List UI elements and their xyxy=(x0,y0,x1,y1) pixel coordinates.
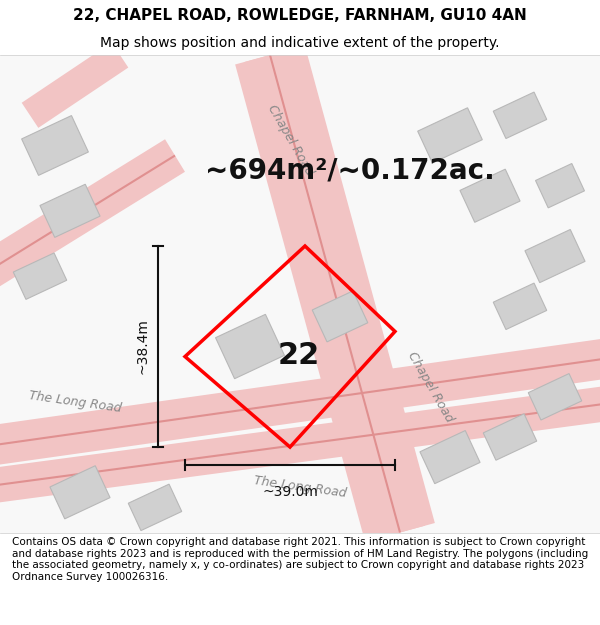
Polygon shape xyxy=(245,48,425,539)
Polygon shape xyxy=(493,92,547,139)
Polygon shape xyxy=(215,314,284,379)
Text: Map shows position and indicative extent of the property.: Map shows position and indicative extent… xyxy=(100,36,500,50)
Polygon shape xyxy=(536,164,584,208)
Polygon shape xyxy=(50,466,110,519)
Text: ~694m²/~0.172ac.: ~694m²/~0.172ac. xyxy=(205,157,495,184)
Text: ~38.4m: ~38.4m xyxy=(136,319,150,374)
Text: Chapel Road: Chapel Road xyxy=(265,103,316,178)
Polygon shape xyxy=(128,484,182,531)
Polygon shape xyxy=(525,229,585,282)
Polygon shape xyxy=(460,169,520,222)
Polygon shape xyxy=(22,42,128,128)
Text: 22, CHAPEL ROAD, ROWLEDGE, FARNHAM, GU10 4AN: 22, CHAPEL ROAD, ROWLEDGE, FARNHAM, GU10… xyxy=(73,8,527,23)
Polygon shape xyxy=(0,384,600,505)
Polygon shape xyxy=(40,184,100,238)
Polygon shape xyxy=(312,291,368,342)
Polygon shape xyxy=(0,139,185,292)
Text: ~39.0m: ~39.0m xyxy=(262,485,318,499)
Polygon shape xyxy=(420,431,480,484)
Polygon shape xyxy=(22,116,88,176)
Text: The Long Road: The Long Road xyxy=(253,474,347,500)
Polygon shape xyxy=(493,283,547,329)
Polygon shape xyxy=(13,253,67,299)
Text: Chapel Road: Chapel Road xyxy=(404,349,455,424)
Text: Contains OS data © Crown copyright and database right 2021. This information is : Contains OS data © Crown copyright and d… xyxy=(12,537,588,582)
Polygon shape xyxy=(528,374,582,420)
Polygon shape xyxy=(483,414,537,460)
Polygon shape xyxy=(0,337,600,467)
Polygon shape xyxy=(418,107,482,163)
Text: The Long Road: The Long Road xyxy=(28,389,122,415)
Text: 22: 22 xyxy=(278,341,320,370)
